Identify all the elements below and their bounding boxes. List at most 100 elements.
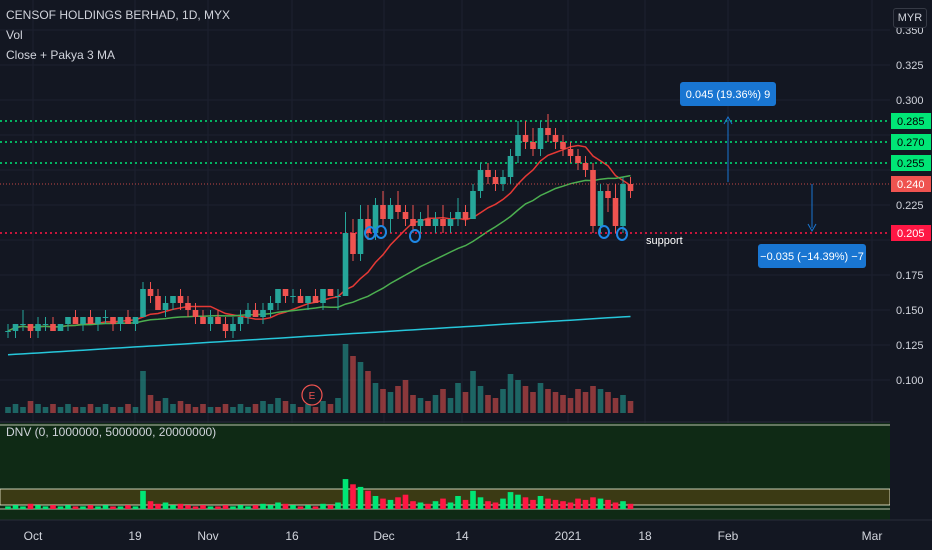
volume-bar xyxy=(50,404,56,413)
candle-body xyxy=(597,191,604,226)
dnv-bar xyxy=(380,498,386,509)
volume-bar xyxy=(432,395,439,413)
volume-bar xyxy=(387,392,394,413)
candle-body xyxy=(215,317,221,324)
volume-bar xyxy=(207,407,214,413)
volume-bar xyxy=(335,398,341,413)
down-measure-box xyxy=(758,244,866,268)
indicator-vol-label[interactable]: Vol xyxy=(6,28,23,42)
price-tick-label: 0.150 xyxy=(896,305,924,317)
candle-body xyxy=(365,219,371,233)
dnv-bar xyxy=(507,492,514,509)
measure-tools[interactable]: 0.045 (19.36%) 9 −0.035 (−14.39%) −7 xyxy=(680,82,866,268)
dnv-bar xyxy=(440,498,446,509)
dnv-bar xyxy=(290,505,296,509)
dnv-bar xyxy=(560,501,566,509)
dnv-bar xyxy=(282,503,289,509)
time-tick-label: 14 xyxy=(455,529,469,543)
dnv-bar xyxy=(155,503,161,509)
candlesticks[interactable] xyxy=(5,114,634,338)
dnv-bar xyxy=(230,506,236,509)
price-level-badge xyxy=(891,155,931,171)
volume-bar xyxy=(27,401,34,413)
dnv-bar xyxy=(432,501,439,509)
volume-bar xyxy=(500,389,506,413)
candle-body xyxy=(282,289,289,296)
candle-body xyxy=(305,296,311,303)
candle-body xyxy=(507,156,514,177)
dnv-bar xyxy=(222,505,229,509)
dnv-bar xyxy=(597,498,604,509)
volume-bar xyxy=(95,407,101,413)
dnv-bar xyxy=(215,506,221,509)
candle-body xyxy=(312,296,319,303)
dnv-bar xyxy=(522,497,529,509)
candle-body xyxy=(290,296,296,297)
dnv-bar xyxy=(492,502,499,509)
candle-body xyxy=(342,233,349,296)
price-level-label: 0.255 xyxy=(897,158,925,170)
dnv-bar xyxy=(417,502,424,509)
dnv-bar xyxy=(125,505,131,509)
volume-bars xyxy=(5,344,634,413)
indicator-ma-label[interactable]: Close + Pakya 3 MA xyxy=(6,48,116,62)
volume-bar xyxy=(440,389,446,413)
support-annotation: support xyxy=(646,235,683,247)
dnv-bar xyxy=(612,502,619,509)
dnv-bar xyxy=(27,503,34,509)
candle-body xyxy=(147,289,154,296)
candle-body xyxy=(522,135,529,142)
price-level-label: 0.270 xyxy=(897,137,925,149)
up-measure-arrow xyxy=(723,115,733,125)
volume-bar xyxy=(200,404,206,413)
dnv-bar xyxy=(312,506,319,509)
candle-body xyxy=(627,184,634,191)
price-tick-label: 0.325 xyxy=(896,60,924,72)
dnv-bar xyxy=(515,494,521,509)
volume-bar xyxy=(12,404,19,413)
candle-body xyxy=(462,212,469,219)
dnv-bar xyxy=(455,496,461,509)
volume-bar xyxy=(462,392,469,413)
dnv-bar xyxy=(470,490,476,509)
volume-bar xyxy=(425,401,431,413)
dnv-pane: 20M10M0 xyxy=(0,421,919,520)
price-tick-label: 0.125 xyxy=(896,340,924,352)
up-measure-box xyxy=(680,82,776,106)
candle-body xyxy=(582,163,589,170)
candle-body xyxy=(530,142,536,149)
dnv-bar xyxy=(425,503,431,509)
dnv-bar xyxy=(395,497,401,509)
dnv-bar xyxy=(530,499,536,509)
volume-bar xyxy=(357,362,364,413)
currency-badge[interactable]: MYR xyxy=(893,8,927,28)
volume-bar xyxy=(530,392,536,413)
down-measure-label: −0.035 (−14.39%) −7 xyxy=(760,251,864,263)
time-axis[interactable]: Oct 19 Nov 16 Dec 14 2021 18 Feb Mar xyxy=(0,519,932,543)
candle-body xyxy=(575,156,581,163)
candle-body xyxy=(275,289,281,303)
volume-bar xyxy=(260,401,266,413)
dnv-bar xyxy=(200,505,206,509)
volume-bar xyxy=(395,386,401,413)
volume-bar xyxy=(620,395,626,413)
dnv-bar xyxy=(237,505,244,509)
candle-body xyxy=(125,317,131,324)
time-tick-label: 2021 xyxy=(555,529,582,543)
volume-bar xyxy=(320,401,326,413)
dnv-bar xyxy=(207,506,214,509)
volume-bar xyxy=(132,407,139,413)
candle-body xyxy=(12,324,19,331)
dnv-bar xyxy=(245,506,251,509)
candle-body xyxy=(252,310,259,317)
price-axis[interactable]: 0.350 0.325 0.300 0.225 0.175 0.150 0.125 0.100… xyxy=(890,0,932,520)
time-tick-label: 18 xyxy=(638,529,652,543)
support-circle-marker xyxy=(598,225,610,239)
dnv-bar xyxy=(185,505,191,509)
price-tick-label: 0.175 xyxy=(896,270,924,282)
volume-bar xyxy=(627,401,634,413)
dnv-bar xyxy=(582,499,589,509)
dnv-indicator-label[interactable]: DNV (0, 1000000, 5000000, 20000000) xyxy=(6,425,217,439)
dnv-bar xyxy=(260,503,266,509)
